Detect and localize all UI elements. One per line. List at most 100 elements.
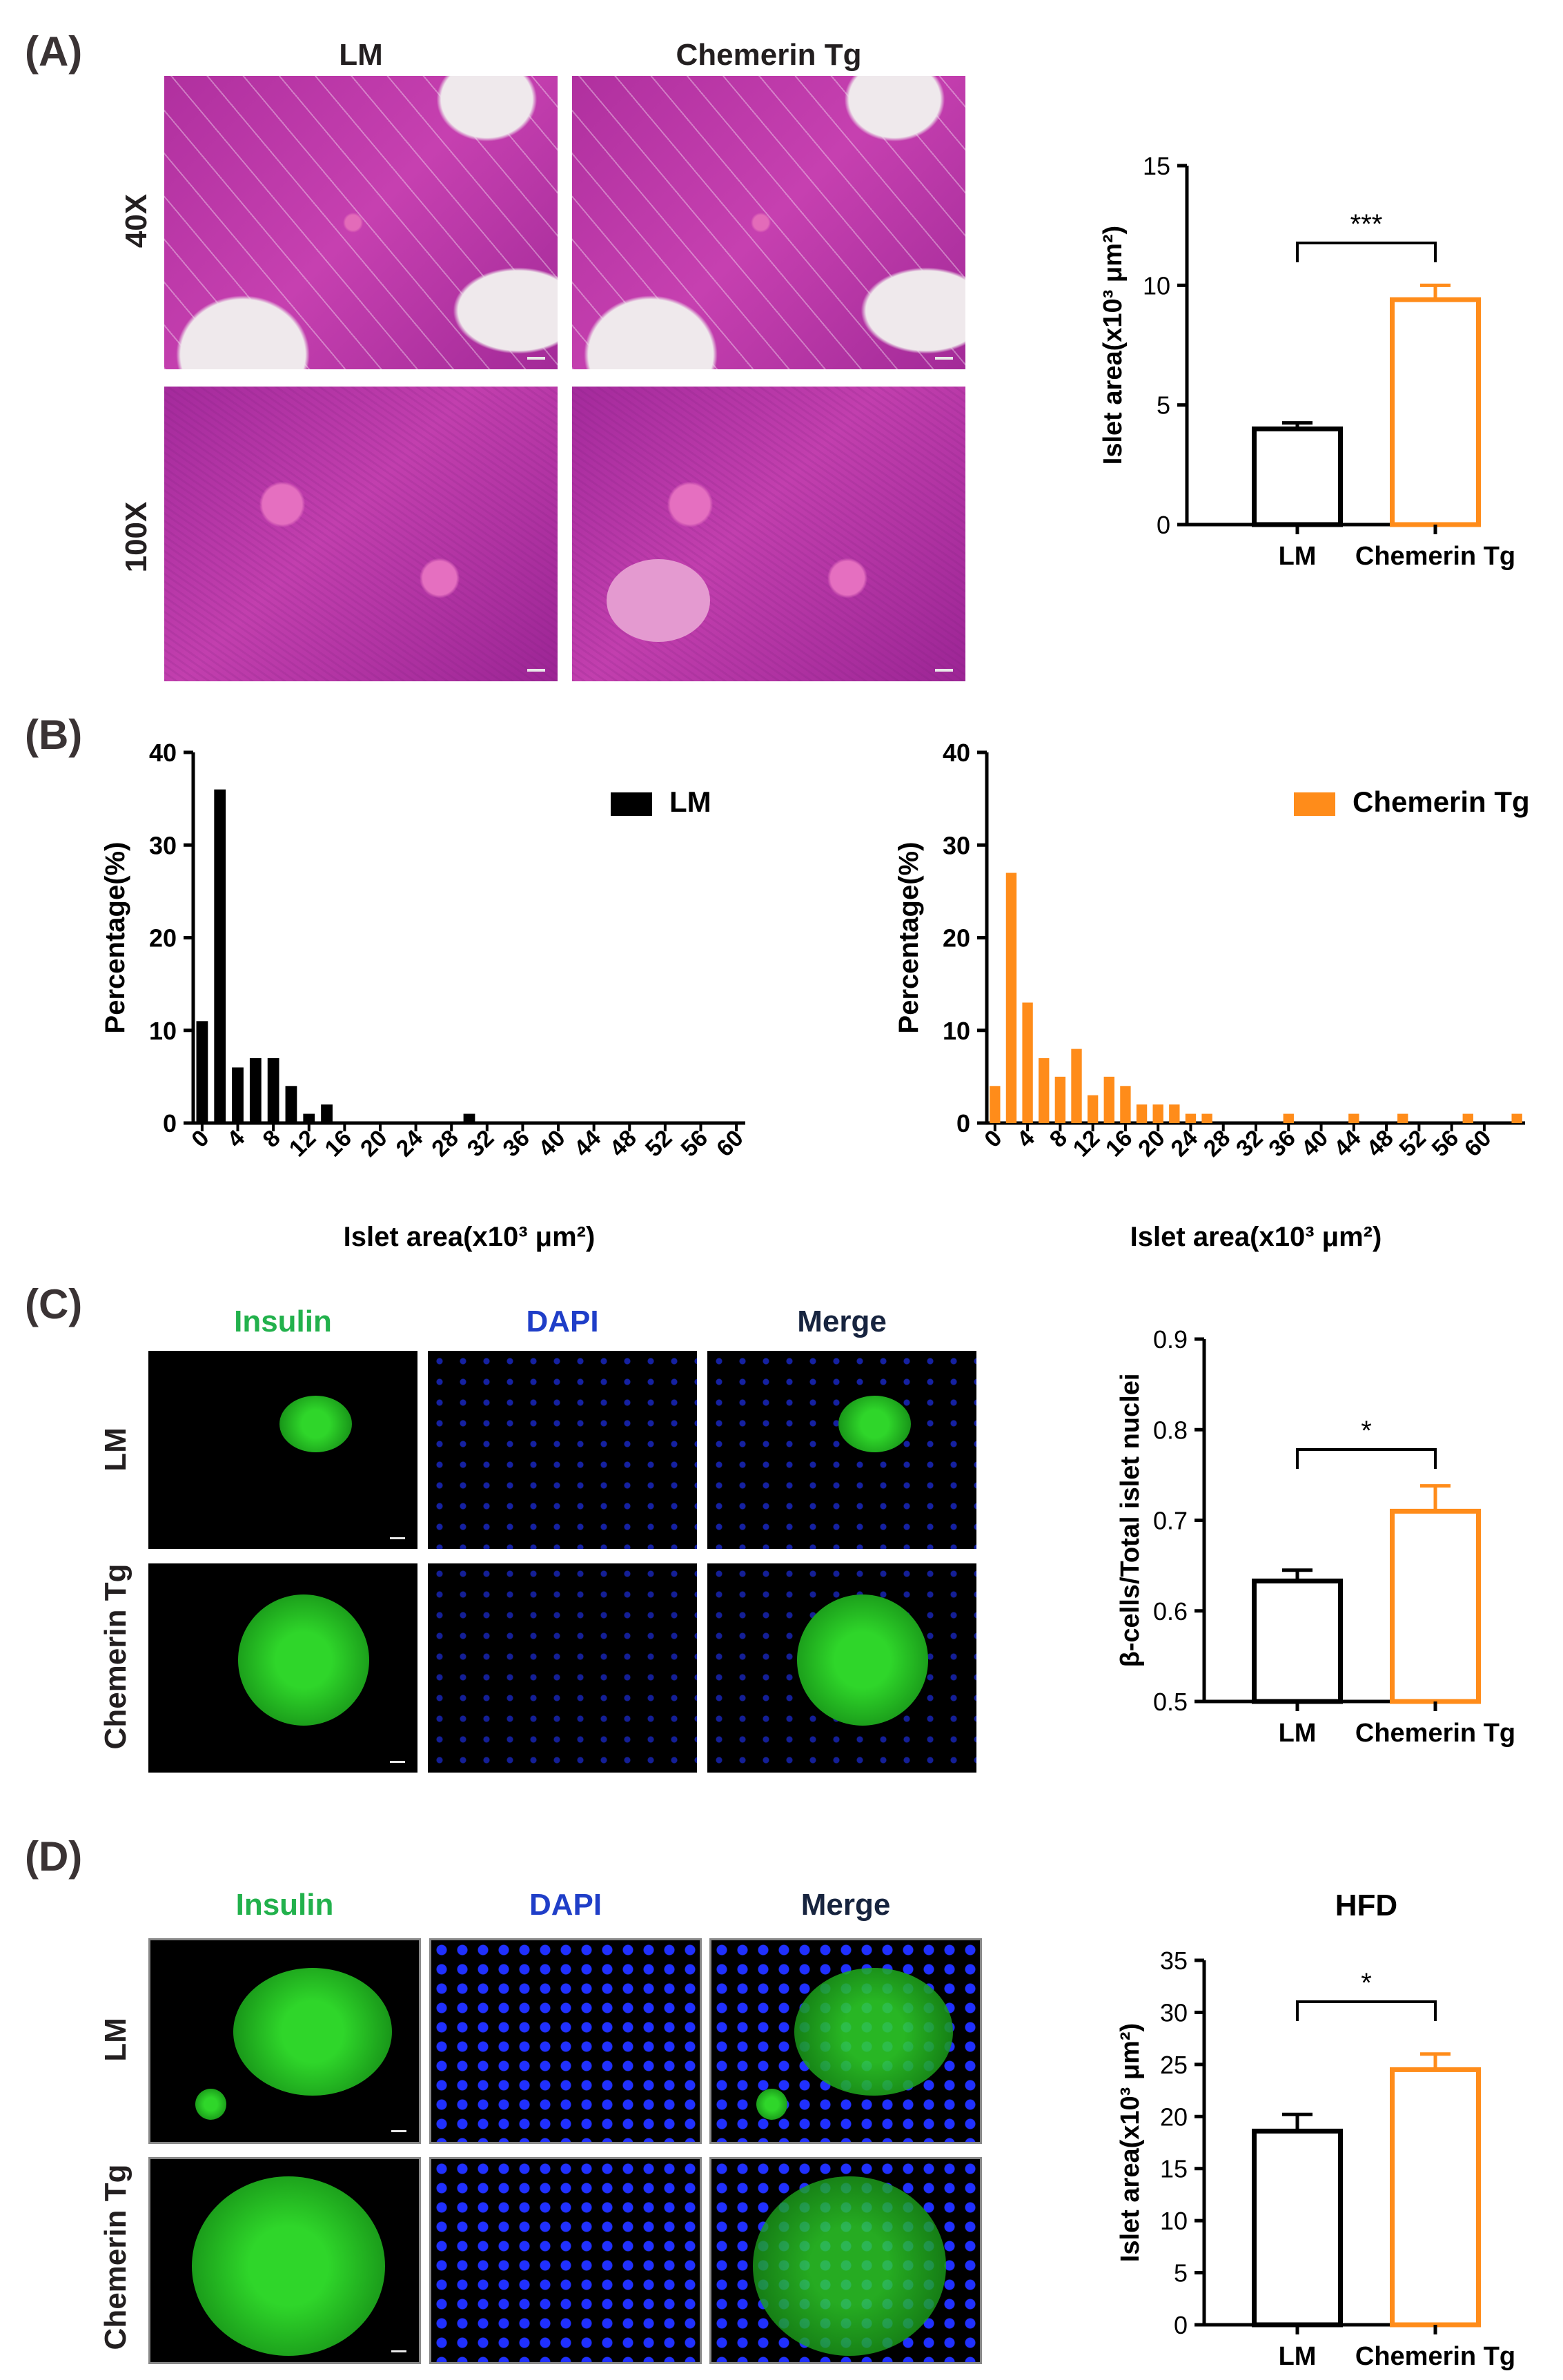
x-tick-label: 48: [604, 1125, 642, 1162]
histogram-bar: [1511, 1113, 1522, 1123]
panel-label-c: (C): [25, 1281, 83, 1327]
islet-insulin: [794, 1968, 953, 2096]
he-image-lm-40x: [164, 76, 558, 369]
y-tick-label: 35: [1160, 1947, 1188, 1975]
y-tick-label: 10: [943, 1017, 970, 1045]
histogram-bar: [303, 1113, 315, 1123]
x-tick-label: 16: [1101, 1125, 1138, 1162]
islet-insulin: [756, 2089, 787, 2120]
histogram-bar: [1039, 1058, 1050, 1123]
bar: [1390, 1508, 1481, 1704]
x-tick-label: Chemerin Tg: [1355, 542, 1515, 571]
if-insulin-tg: [148, 2157, 421, 2364]
col-title-lm: LM: [339, 38, 383, 72]
islet-insulin: [238, 1594, 369, 1726]
histogram-bar: [1152, 1104, 1163, 1123]
if-merge-lm: [709, 1938, 982, 2144]
histogram-bar: [1169, 1104, 1180, 1123]
histogram-bar: [1283, 1113, 1294, 1123]
x-tick-label: 56: [676, 1125, 714, 1162]
scale-bar: [390, 1761, 405, 1763]
y-tick-label: 25: [1160, 2051, 1188, 2079]
row-label-100x: 100X: [119, 501, 153, 573]
x-tick-label: 4: [222, 1125, 250, 1153]
islet-insulin: [753, 2176, 946, 2356]
legend-swatch: [611, 792, 652, 816]
histogram-bar: [1397, 1113, 1408, 1123]
significance-marker: *: [1361, 1416, 1372, 1446]
islet-insulin: [233, 1968, 392, 2096]
he-image-lm-100x: [164, 387, 558, 681]
histogram-bar: [1136, 1104, 1148, 1123]
x-tick-label: 32: [1231, 1125, 1268, 1162]
scale-bar: [935, 357, 953, 360]
islet-insulin: [279, 1396, 352, 1452]
y-tick-label: 20: [943, 924, 970, 953]
y-tick-label: 30: [149, 831, 177, 859]
y-axis-label: Percentage(%): [894, 842, 924, 1034]
nuclei-dapi: [707, 1351, 976, 1549]
x-tick-label: 4: [1012, 1125, 1039, 1153]
scale-bar: [527, 669, 545, 672]
x-tick-label: 36: [1264, 1125, 1301, 1162]
x-axis-label: Islet area(x10³ μm²): [1130, 1222, 1382, 1252]
y-tick-label: 5: [1174, 2259, 1188, 2288]
x-tick-label: 52: [640, 1125, 678, 1162]
islet-insulin: [797, 1594, 928, 1726]
y-tick-label: 0.6: [1153, 1597, 1188, 1626]
x-tick-label: 32: [462, 1125, 500, 1162]
panel-label-a: (A): [25, 28, 83, 75]
histogram-bar: [1054, 1076, 1066, 1123]
legend-label: Chemerin Tg: [1353, 786, 1530, 818]
y-tick-label: 0.7: [1153, 1507, 1188, 1535]
y-tick-label: 40: [943, 739, 970, 767]
chart-c-beta-cells: 0.5 0.6 0.7 0.8 0.9 β-cells/Total islet nucle…: [1116, 1325, 1515, 1748]
x-tick-label: Chemerin Tg: [1355, 2342, 1515, 2371]
significance-bracket: [1296, 1448, 1437, 1469]
histogram-bar: [990, 1086, 1001, 1123]
x-tick-label: Chemerin Tg: [1355, 1719, 1515, 1748]
y-tick-label: 30: [943, 831, 970, 859]
islet-insulin: [195, 2089, 226, 2120]
y-axis-label: β-cells/Total islet nuclei: [1116, 1374, 1145, 1668]
histogram-bar: [1087, 1095, 1099, 1123]
scale-bar: [527, 357, 545, 360]
histogram-bar: [1201, 1113, 1212, 1123]
y-tick-label: 5: [1157, 391, 1170, 420]
if-dapi-lm: [428, 1351, 697, 1549]
y-tick-label: 15: [1143, 152, 1170, 180]
x-tick-label: 44: [1329, 1125, 1366, 1162]
row-label-lm: LM: [99, 2018, 132, 2062]
x-tick-label: 36: [498, 1125, 535, 1162]
y-tick-label: 40: [149, 739, 177, 767]
histogram-bar: [1005, 872, 1017, 1123]
col-title-dapi: DAPI: [529, 1888, 602, 1922]
col-title-dapi: DAPI: [526, 1305, 599, 1338]
x-tick-label: 0: [979, 1125, 1007, 1153]
histogram-bar: [285, 1086, 297, 1123]
x-tick-label: 12: [284, 1125, 322, 1162]
y-axis-label: Islet area(x10³ μm²): [1116, 2023, 1145, 2262]
row-label-40x: 40X: [119, 193, 153, 248]
chart-title: HFD: [1335, 1889, 1397, 1922]
row-label-chemerin-tg: Chemerin Tg: [99, 1563, 132, 1750]
significance-bracket: [1296, 2000, 1437, 2021]
scale-bar: [391, 2130, 406, 2132]
scale-bar: [391, 2350, 406, 2352]
significance-bracket: [1296, 242, 1437, 262]
y-tick-label: 0.5: [1153, 1688, 1188, 1716]
y-tick-label: 10: [1160, 2207, 1188, 2235]
significance-marker: ***: [1350, 209, 1383, 240]
histogram-bar: [267, 1058, 279, 1123]
x-tick-label: LM: [1279, 542, 1317, 571]
scale-bar: [390, 1537, 405, 1539]
x-tick-label: 60: [711, 1125, 749, 1162]
islet-insulin: [838, 1396, 911, 1452]
col-title-insulin: Insulin: [234, 1305, 332, 1338]
nuclei-dapi: [428, 1351, 697, 1549]
if-merge-lm: [707, 1351, 976, 1549]
histogram-bar: [1071, 1048, 1082, 1123]
x-tick-label: 28: [426, 1125, 464, 1162]
